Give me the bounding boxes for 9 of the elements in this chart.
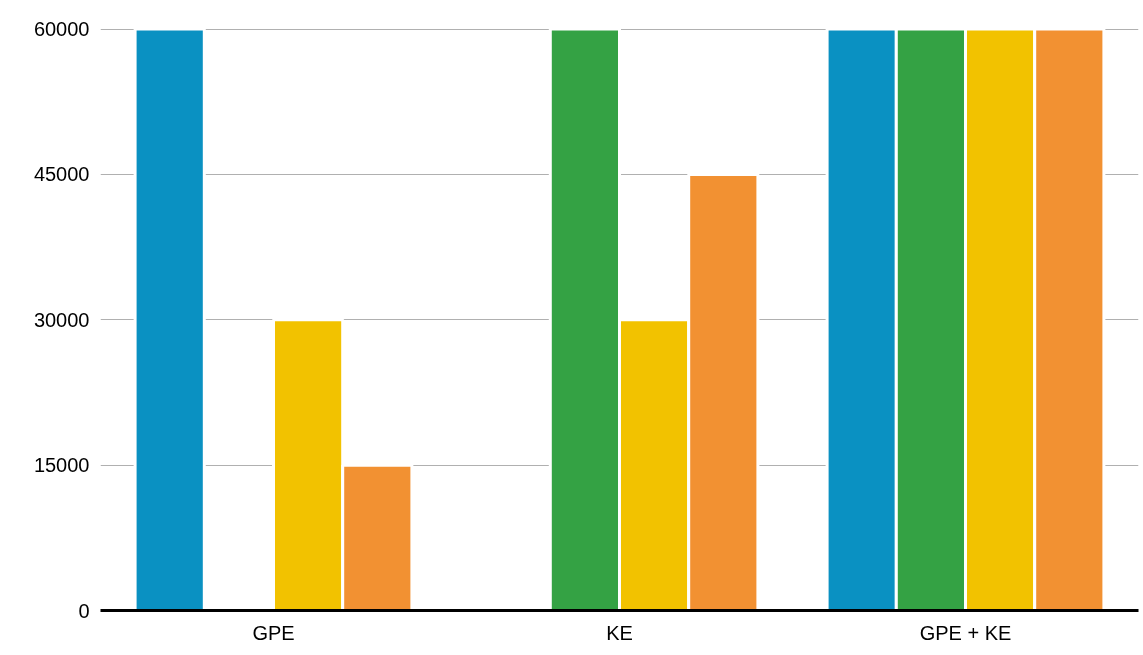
y-tick-label: 0 [78,599,90,622]
bar [133,28,206,611]
y-tick-label: 30000 [33,308,90,331]
x-tick-label: GPE + KE [919,621,1012,644]
x-tick-label: GPE [252,621,295,644]
y-tick-label: 60000 [33,18,90,41]
x-tick-label: KE [606,621,633,644]
y-tick-label: 45000 [33,163,90,186]
y-tick-label: 15000 [33,454,90,477]
